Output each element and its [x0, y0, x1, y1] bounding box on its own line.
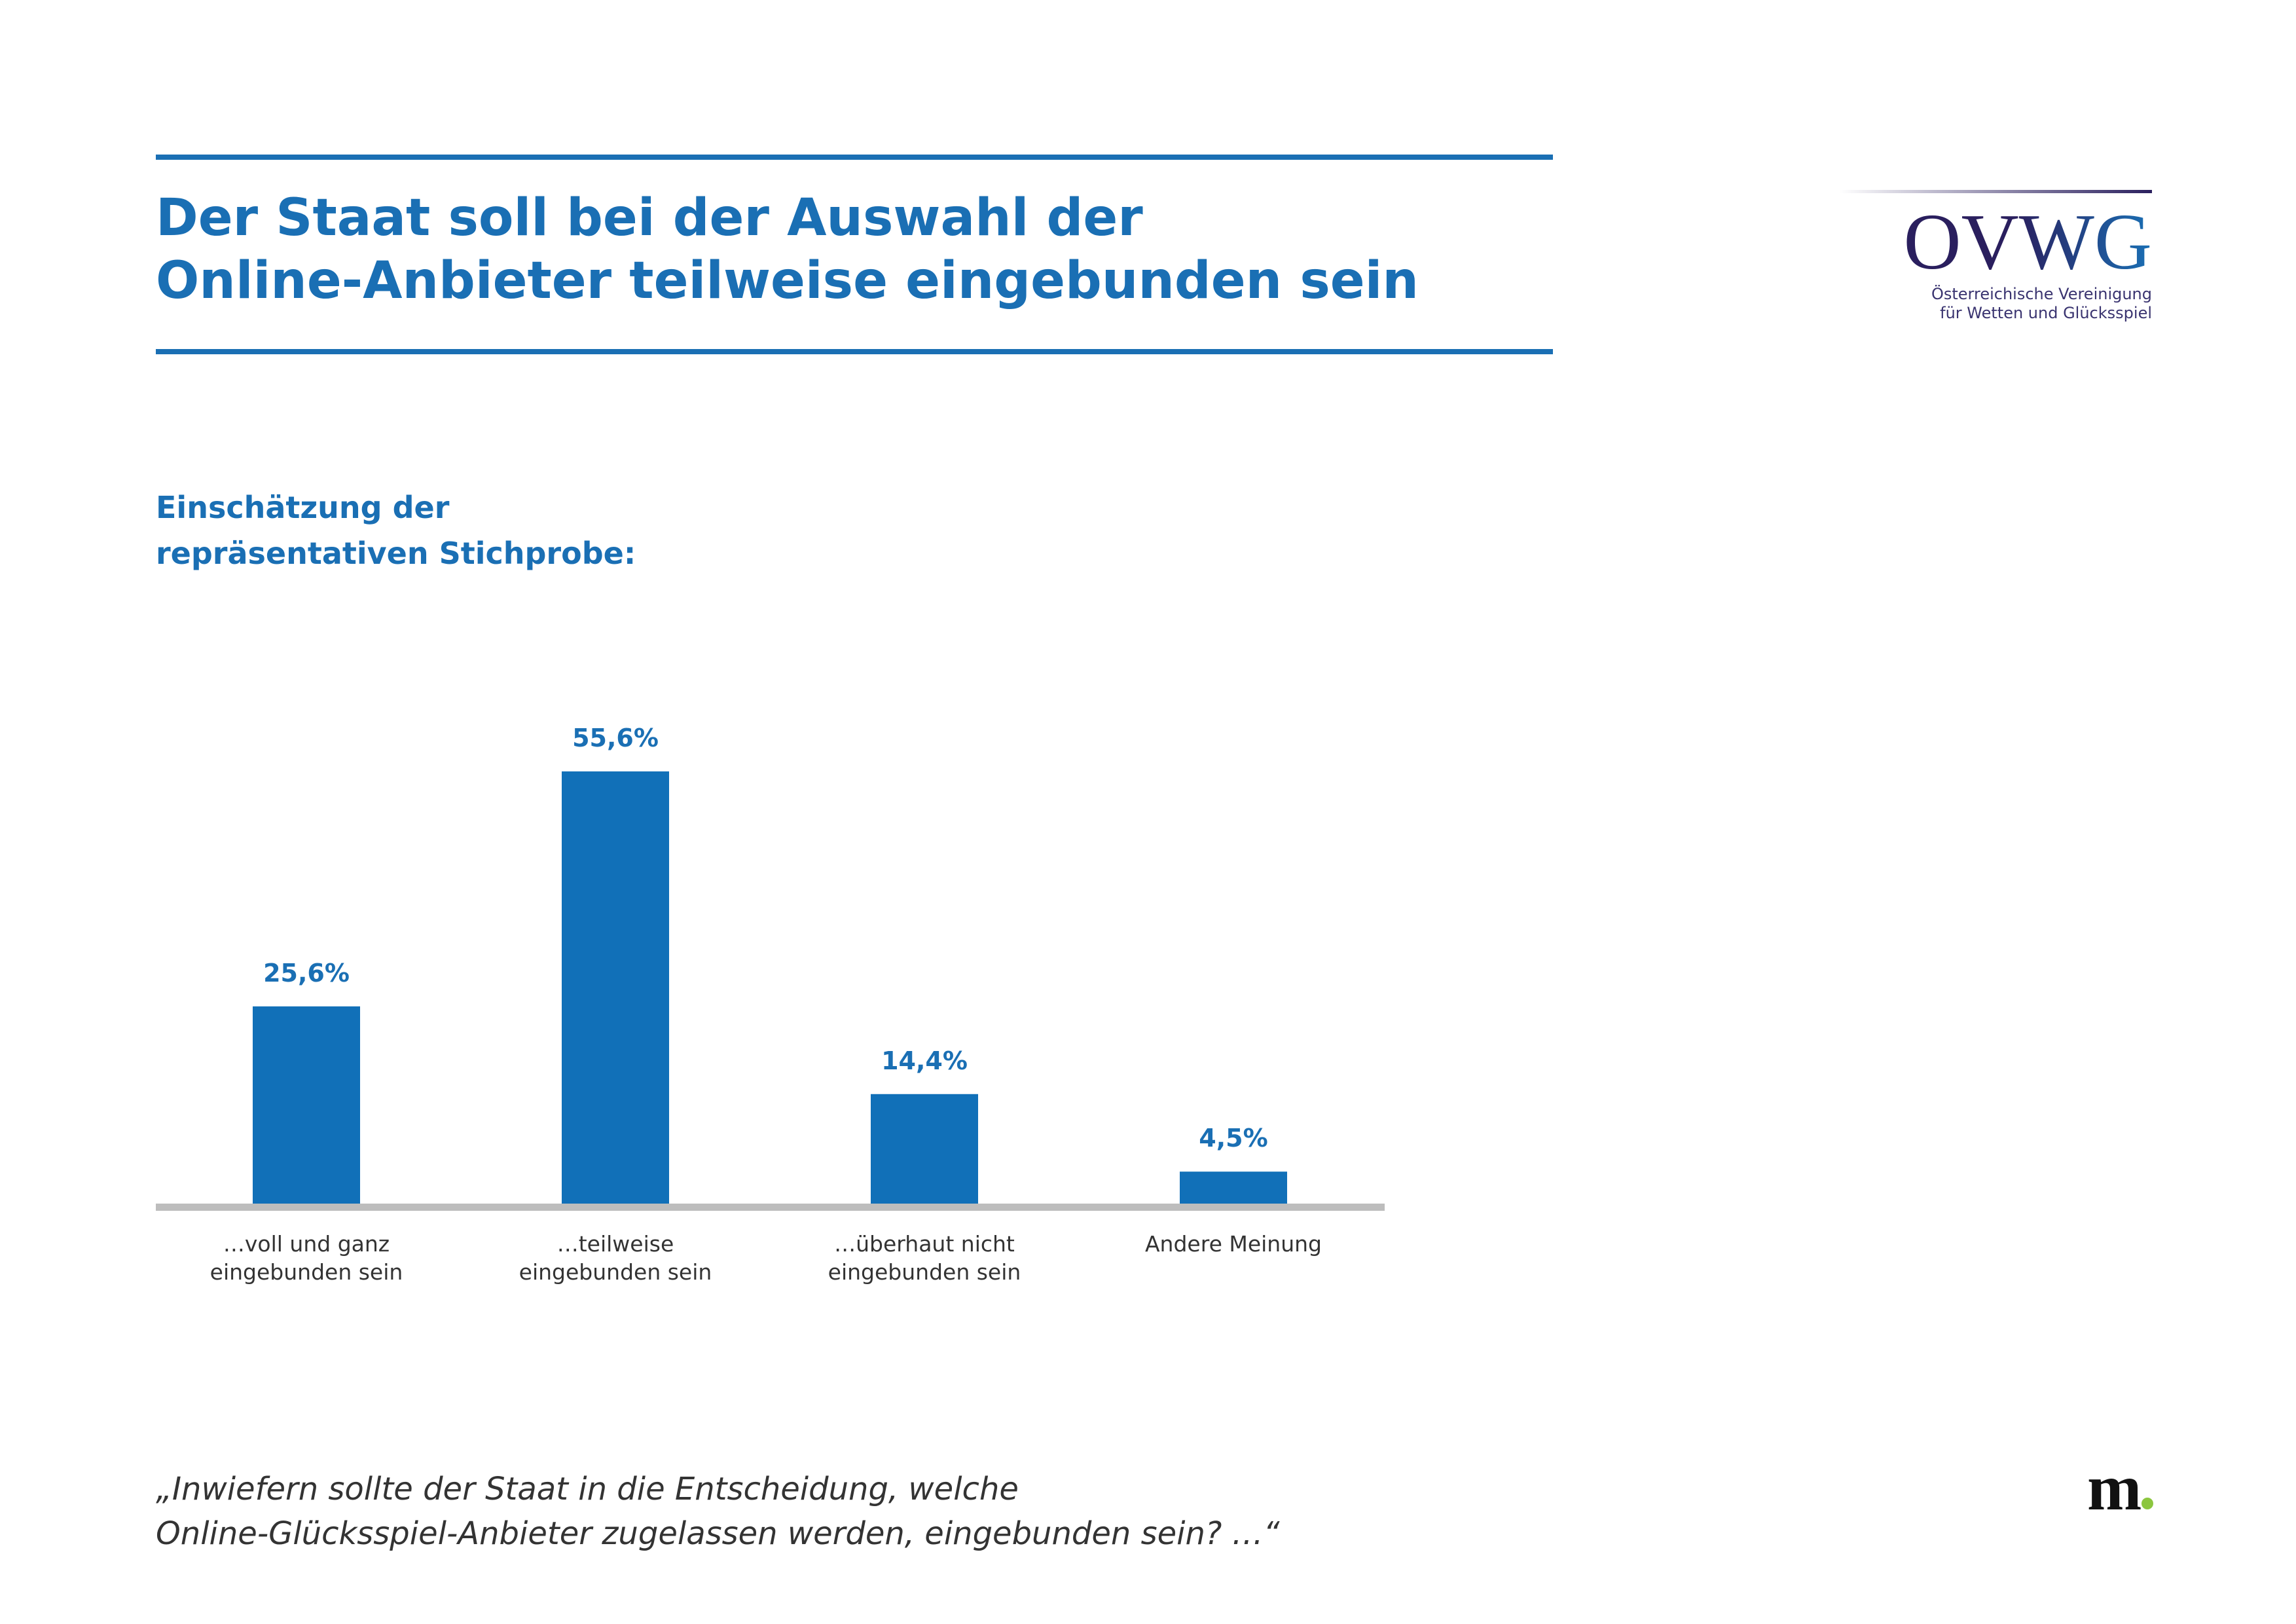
rule	[156, 155, 1553, 160]
logo: OVWG	[1904, 198, 2152, 286]
x-tick-label: …überhaut nicht eingebunden sein	[828, 1231, 1021, 1285]
x-tick-label: …teilweise eingebunden sein	[519, 1231, 712, 1285]
logo-rule	[1840, 190, 2152, 193]
title: Der Staat soll bei der Auswahl der Onlin…	[156, 189, 1419, 310]
value-label: 4,5%	[1199, 1124, 1268, 1153]
value-label: 25,6%	[263, 958, 350, 987]
subtitle: Einschätzung der repräsentativen Stichpr…	[156, 490, 636, 571]
bar	[562, 771, 669, 1207]
axis	[156, 1204, 1385, 1211]
rule	[156, 349, 1553, 354]
brand-dot	[2141, 1498, 2153, 1509]
bar	[1180, 1172, 1287, 1207]
value-label: 55,6%	[572, 724, 659, 753]
bar	[871, 1094, 978, 1207]
brand: m	[2087, 1451, 2141, 1524]
bar	[253, 1006, 360, 1207]
footnote: „Inwiefern sollte der Staat in die Entsc…	[156, 1471, 1280, 1552]
x-tick-label: Andere Meinung	[1144, 1231, 1322, 1257]
x-tick-label: …voll und ganz eingebunden sein	[210, 1231, 403, 1285]
logo-tagline: Österreichische Vereinigung für Wetten u…	[1931, 285, 2152, 322]
value-label: 14,4%	[881, 1046, 968, 1075]
